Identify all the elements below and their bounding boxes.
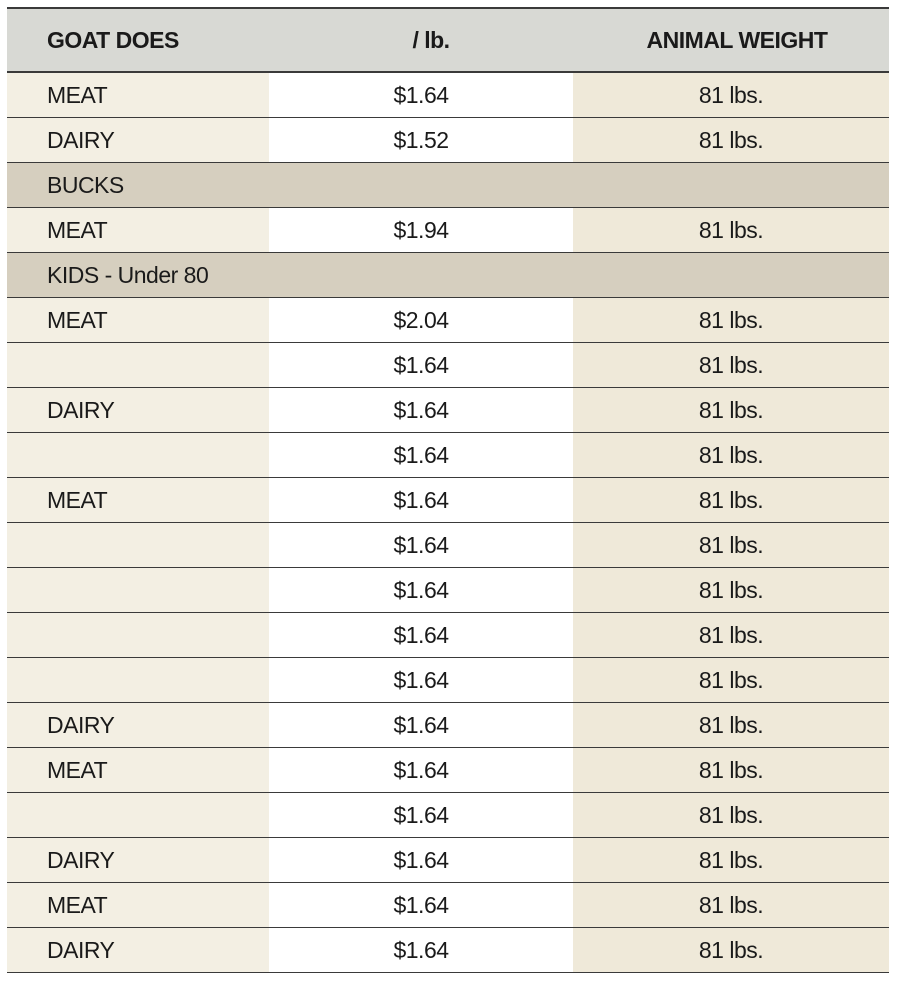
- table-row: $1.64 81 lbs.: [7, 523, 889, 568]
- row-weight: 81 lbs.: [573, 928, 889, 972]
- row-weight: 81 lbs.: [573, 118, 889, 162]
- row-weight: 81 lbs.: [573, 883, 889, 927]
- table-row: $1.64 81 lbs.: [7, 343, 889, 388]
- row-type: MEAT: [7, 298, 269, 342]
- table-row: $1.64 81 lbs.: [7, 658, 889, 703]
- row-price: $1.64: [269, 658, 573, 702]
- row-type: [7, 793, 269, 837]
- row-price: $1.64: [269, 523, 573, 567]
- table-row: DAIRY $1.64 81 lbs.: [7, 388, 889, 433]
- row-price: $1.52: [269, 118, 573, 162]
- row-type: DAIRY: [7, 838, 269, 882]
- row-weight: 81 lbs.: [573, 523, 889, 567]
- row-type: MEAT: [7, 748, 269, 792]
- row-type: MEAT: [7, 478, 269, 522]
- table-row: $1.64 81 lbs.: [7, 613, 889, 658]
- table-row: $1.64 81 lbs.: [7, 793, 889, 838]
- row-type: [7, 568, 269, 612]
- header-goat-does: GOAT DOES: [47, 26, 179, 53]
- row-price: $1.64: [269, 793, 573, 837]
- row-price: $1.64: [269, 703, 573, 747]
- row-weight: 81 lbs.: [573, 343, 889, 387]
- row-weight: 81 lbs.: [573, 568, 889, 612]
- kids-rows: MEAT $2.04 81 lbs. $1.64 81 lbs. DAIRY $1.64 81…: [7, 298, 889, 973]
- row-price: $1.64: [269, 478, 573, 522]
- row-type: MEAT: [7, 883, 269, 927]
- row-type: MEAT: [7, 208, 269, 252]
- row-price: $1.64: [269, 613, 573, 657]
- section-label-kids: KIDS - Under 80: [47, 261, 209, 288]
- table-header-row: GOAT DOES / lb. ANIMAL WEIGHT: [7, 9, 889, 73]
- row-weight: 81 lbs.: [573, 298, 889, 342]
- row-price: $1.94: [269, 208, 573, 252]
- table-row: DAIRY $1.64 81 lbs.: [7, 838, 889, 883]
- row-type: DAIRY: [7, 703, 269, 747]
- row-price: $1.64: [269, 928, 573, 972]
- row-weight: 81 lbs.: [573, 658, 889, 702]
- header-animal-weight: ANIMAL WEIGHT: [646, 26, 828, 53]
- row-type: [7, 613, 269, 657]
- row-price: $1.64: [269, 748, 573, 792]
- section-row-bucks: BUCKS: [7, 163, 889, 208]
- row-price: $2.04: [269, 298, 573, 342]
- row-price: $1.64: [269, 343, 573, 387]
- row-type: [7, 658, 269, 702]
- table-row: MEAT $2.04 81 lbs.: [7, 298, 889, 343]
- row-type: DAIRY: [7, 388, 269, 432]
- row-weight: 81 lbs.: [573, 433, 889, 477]
- table-row: MEAT $1.64 81 lbs.: [7, 478, 889, 523]
- row-weight: 81 lbs.: [573, 208, 889, 252]
- does-rows: MEAT $1.64 81 lbs. DAIRY $1.52 81 lbs.: [7, 73, 889, 163]
- section-label-bucks: BUCKS: [47, 171, 124, 198]
- table-row: DAIRY $1.64 81 lbs.: [7, 703, 889, 748]
- section-row-kids: KIDS - Under 80: [7, 253, 889, 298]
- row-weight: 81 lbs.: [573, 388, 889, 432]
- row-weight: 81 lbs.: [573, 703, 889, 747]
- row-weight: 81 lbs.: [573, 748, 889, 792]
- row-price: $1.64: [269, 388, 573, 432]
- row-price: $1.64: [269, 73, 573, 117]
- table-row: MEAT $1.64 81 lbs.: [7, 883, 889, 928]
- row-weight: 81 lbs.: [573, 838, 889, 882]
- table-row: $1.64 81 lbs.: [7, 433, 889, 478]
- table-row: DAIRY $1.64 81 lbs.: [7, 928, 889, 973]
- row-type: DAIRY: [7, 928, 269, 972]
- table-row: $1.64 81 lbs.: [7, 568, 889, 613]
- row-type: [7, 343, 269, 387]
- row-price: $1.64: [269, 568, 573, 612]
- table-row: MEAT $1.64 81 lbs.: [7, 73, 889, 118]
- table-row: MEAT $1.64 81 lbs.: [7, 748, 889, 793]
- row-price: $1.64: [269, 433, 573, 477]
- table-row: MEAT $1.94 81 lbs.: [7, 208, 889, 253]
- row-weight: 81 lbs.: [573, 793, 889, 837]
- price-table: GOAT DOES / lb. ANIMAL WEIGHT MEAT $1.64 8…: [7, 7, 889, 973]
- header-price-per-lb: / lb.: [412, 26, 450, 53]
- row-type: DAIRY: [7, 118, 269, 162]
- row-weight: 81 lbs.: [573, 478, 889, 522]
- row-type: MEAT: [7, 73, 269, 117]
- row-weight: 81 lbs.: [573, 73, 889, 117]
- row-price: $1.64: [269, 883, 573, 927]
- row-type: [7, 523, 269, 567]
- row-weight: 81 lbs.: [573, 613, 889, 657]
- row-type: [7, 433, 269, 477]
- table-row: DAIRY $1.52 81 lbs.: [7, 118, 889, 163]
- bucks-rows: MEAT $1.94 81 lbs.: [7, 208, 889, 253]
- row-price: $1.64: [269, 838, 573, 882]
